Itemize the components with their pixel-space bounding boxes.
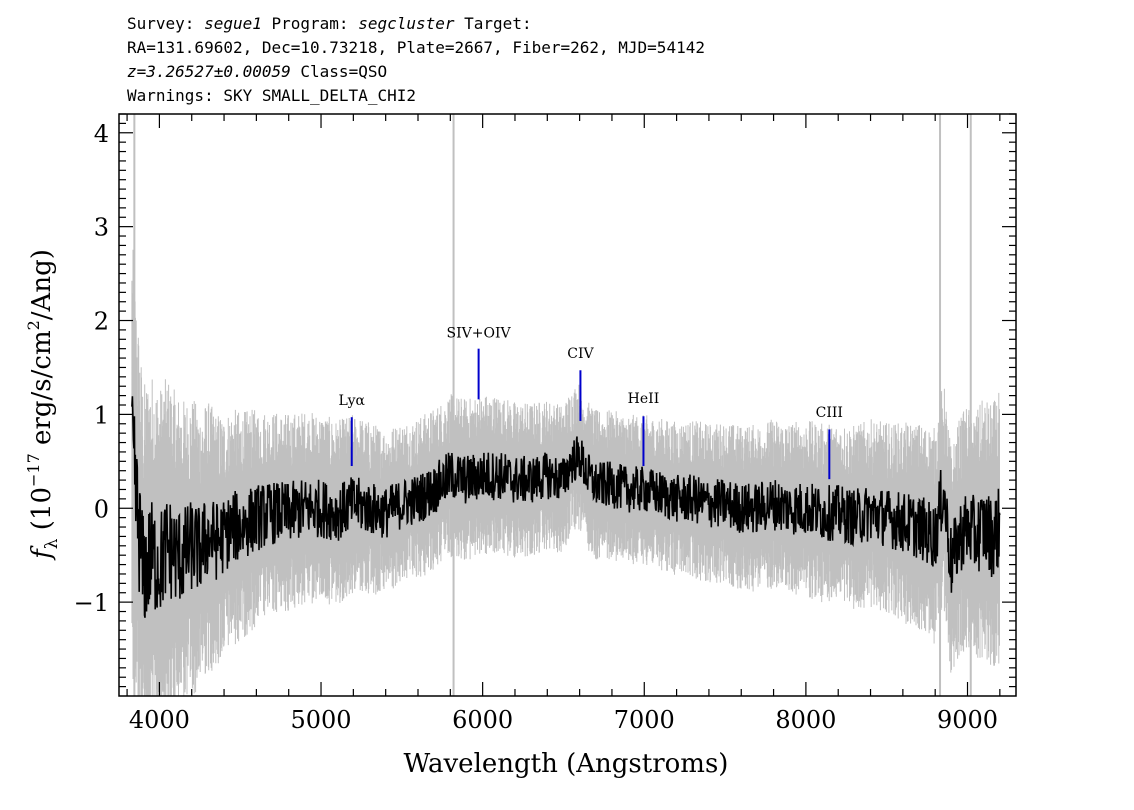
x-tick-label-7000: 7000: [614, 706, 675, 734]
y-label-lambda: λ: [42, 538, 62, 549]
target-label: Target:: [454, 14, 532, 33]
annotation-label-1: SIV+OIV: [447, 325, 512, 341]
flux-series: [131, 396, 1001, 618]
header-line-warnings: Warnings: SKY SMALL_DELTA_CHI2: [127, 86, 416, 105]
header-line-survey: Survey: segue1 Program: segcluster Targe…: [127, 12, 705, 36]
header-line-coords: RA=131.69602, Dec=10.73218, Plate=2667, …: [127, 38, 705, 57]
y-tick-label-5: 4: [94, 120, 109, 148]
y-label-post: /Ang): [27, 249, 57, 320]
line-annotations: Lyα SIV+OIV CIV HeII CIII: [339, 325, 843, 480]
spectrum-header: Survey: segue1 Program: segcluster Targe…: [127, 12, 705, 108]
survey-label: Survey:: [127, 14, 205, 33]
y-axis-label: fλ (10−17 erg/s/cm2/Ang): [24, 249, 62, 561]
program-label: Program:: [261, 14, 359, 33]
annotation-label-4: CIII: [816, 405, 843, 421]
annotation-label-2: CIV: [567, 346, 594, 362]
x-axis-label: Wavelength (Angstroms): [404, 749, 729, 779]
y-label-exp: −17: [24, 453, 43, 487]
x-tick-label-6000: 6000: [452, 706, 513, 734]
y-tick-label-1: 0: [94, 495, 109, 523]
y-tick-label-2: 1: [94, 401, 109, 429]
y-label-pre: (10: [27, 487, 57, 539]
y-axis: −1 0 1 2 3 4: [74, 113, 1016, 688]
y-tick-label-4: 3: [94, 214, 109, 242]
y-tick-label-0: −1: [74, 589, 109, 617]
survey-value: segue1: [204, 14, 262, 33]
x-tick-label-9000: 9000: [937, 706, 998, 734]
flux-line: [131, 396, 1001, 618]
y-label-mid: erg/s/cm: [27, 330, 57, 453]
x-tick-label-8000: 8000: [775, 706, 836, 734]
error-band: [131, 114, 1000, 696]
class-value: Class=QSO: [290, 62, 388, 81]
y-tick-label-3: 2: [94, 308, 109, 336]
program-value: segcluster: [358, 14, 455, 33]
x-tick-label-5000: 5000: [290, 706, 351, 734]
redshift-value: z=3.26527±0.00059: [127, 62, 291, 81]
x-axis: 4000 5000 6000 7000 8000 9000: [126, 114, 1001, 734]
annotation-label-0: Lyα: [339, 393, 366, 409]
annotation-label-3: HeII: [628, 391, 660, 407]
header-line-redshift: z=3.26527±0.00059 Class=QSO: [127, 60, 705, 84]
y-label-sq: 2: [24, 320, 43, 330]
x-tick-label-4000: 4000: [129, 706, 190, 734]
